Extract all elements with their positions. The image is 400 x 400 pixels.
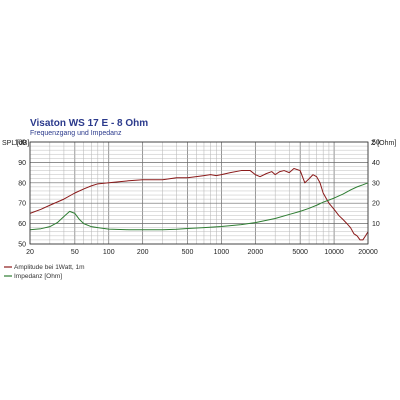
right-axis-label: Z [Ohm] [371, 140, 396, 147]
left-axis-ticks: 50 60 70 80 90 100 [14, 140, 26, 249]
right-axis-ticks: 10 20 30 40 50 [372, 140, 380, 229]
x-tick-label: 100 [103, 249, 115, 256]
x-tick-label: 200 [137, 249, 149, 256]
series-line-amplitude [29, 168, 369, 241]
y-tick-label-right: 50 [372, 140, 380, 147]
y-tick-label-left: 70 [18, 201, 26, 208]
y-tick-label-right: 40 [372, 160, 380, 167]
x-tick-label: 10000 [324, 249, 344, 256]
x-tick-label: 5000 [292, 249, 308, 256]
y-tick-label-right: 30 [372, 180, 380, 187]
x-tick-label: 50 [71, 249, 79, 256]
x-tick-label: 20 [26, 249, 34, 256]
legend: Amplitude bei 1Watt, 1m Impedanz [Ohm] [4, 264, 85, 280]
plot-frame [29, 141, 369, 245]
y-tick-label-left: 80 [18, 180, 26, 187]
x-tick-label: 1000 [214, 249, 230, 256]
plot-area [30, 142, 368, 244]
chart-subtitle: Frequenzgang und Impedanz [30, 130, 122, 137]
chart-title: Visaton WS 17 E - 8 Ohm [30, 118, 148, 129]
y-tick-label-left: 50 [18, 242, 26, 249]
y-tick-label-right: 20 [372, 201, 380, 208]
x-axis-ticks: 20 50 100 200 500 1000 2000 5000 10000 20000 [26, 249, 378, 256]
y-tick-label-left: 100 [14, 140, 26, 147]
legend-entry-impedance: Impedanz [Ohm] [14, 273, 62, 280]
x-tick-label: 20000 [358, 249, 378, 256]
series-lines [29, 168, 369, 241]
x-tick-label: 500 [182, 249, 194, 256]
y-tick-label-left: 60 [18, 221, 26, 228]
legend-entry-amplitude: Amplitude bei 1Watt, 1m [14, 264, 85, 271]
left-axis-label: SPL [dB] [2, 140, 29, 147]
y-tick-label-right: 10 [372, 221, 380, 228]
series-line-impedance [29, 182, 369, 231]
x-tick-label: 2000 [248, 249, 264, 256]
y-tick-label-left: 90 [18, 160, 26, 167]
